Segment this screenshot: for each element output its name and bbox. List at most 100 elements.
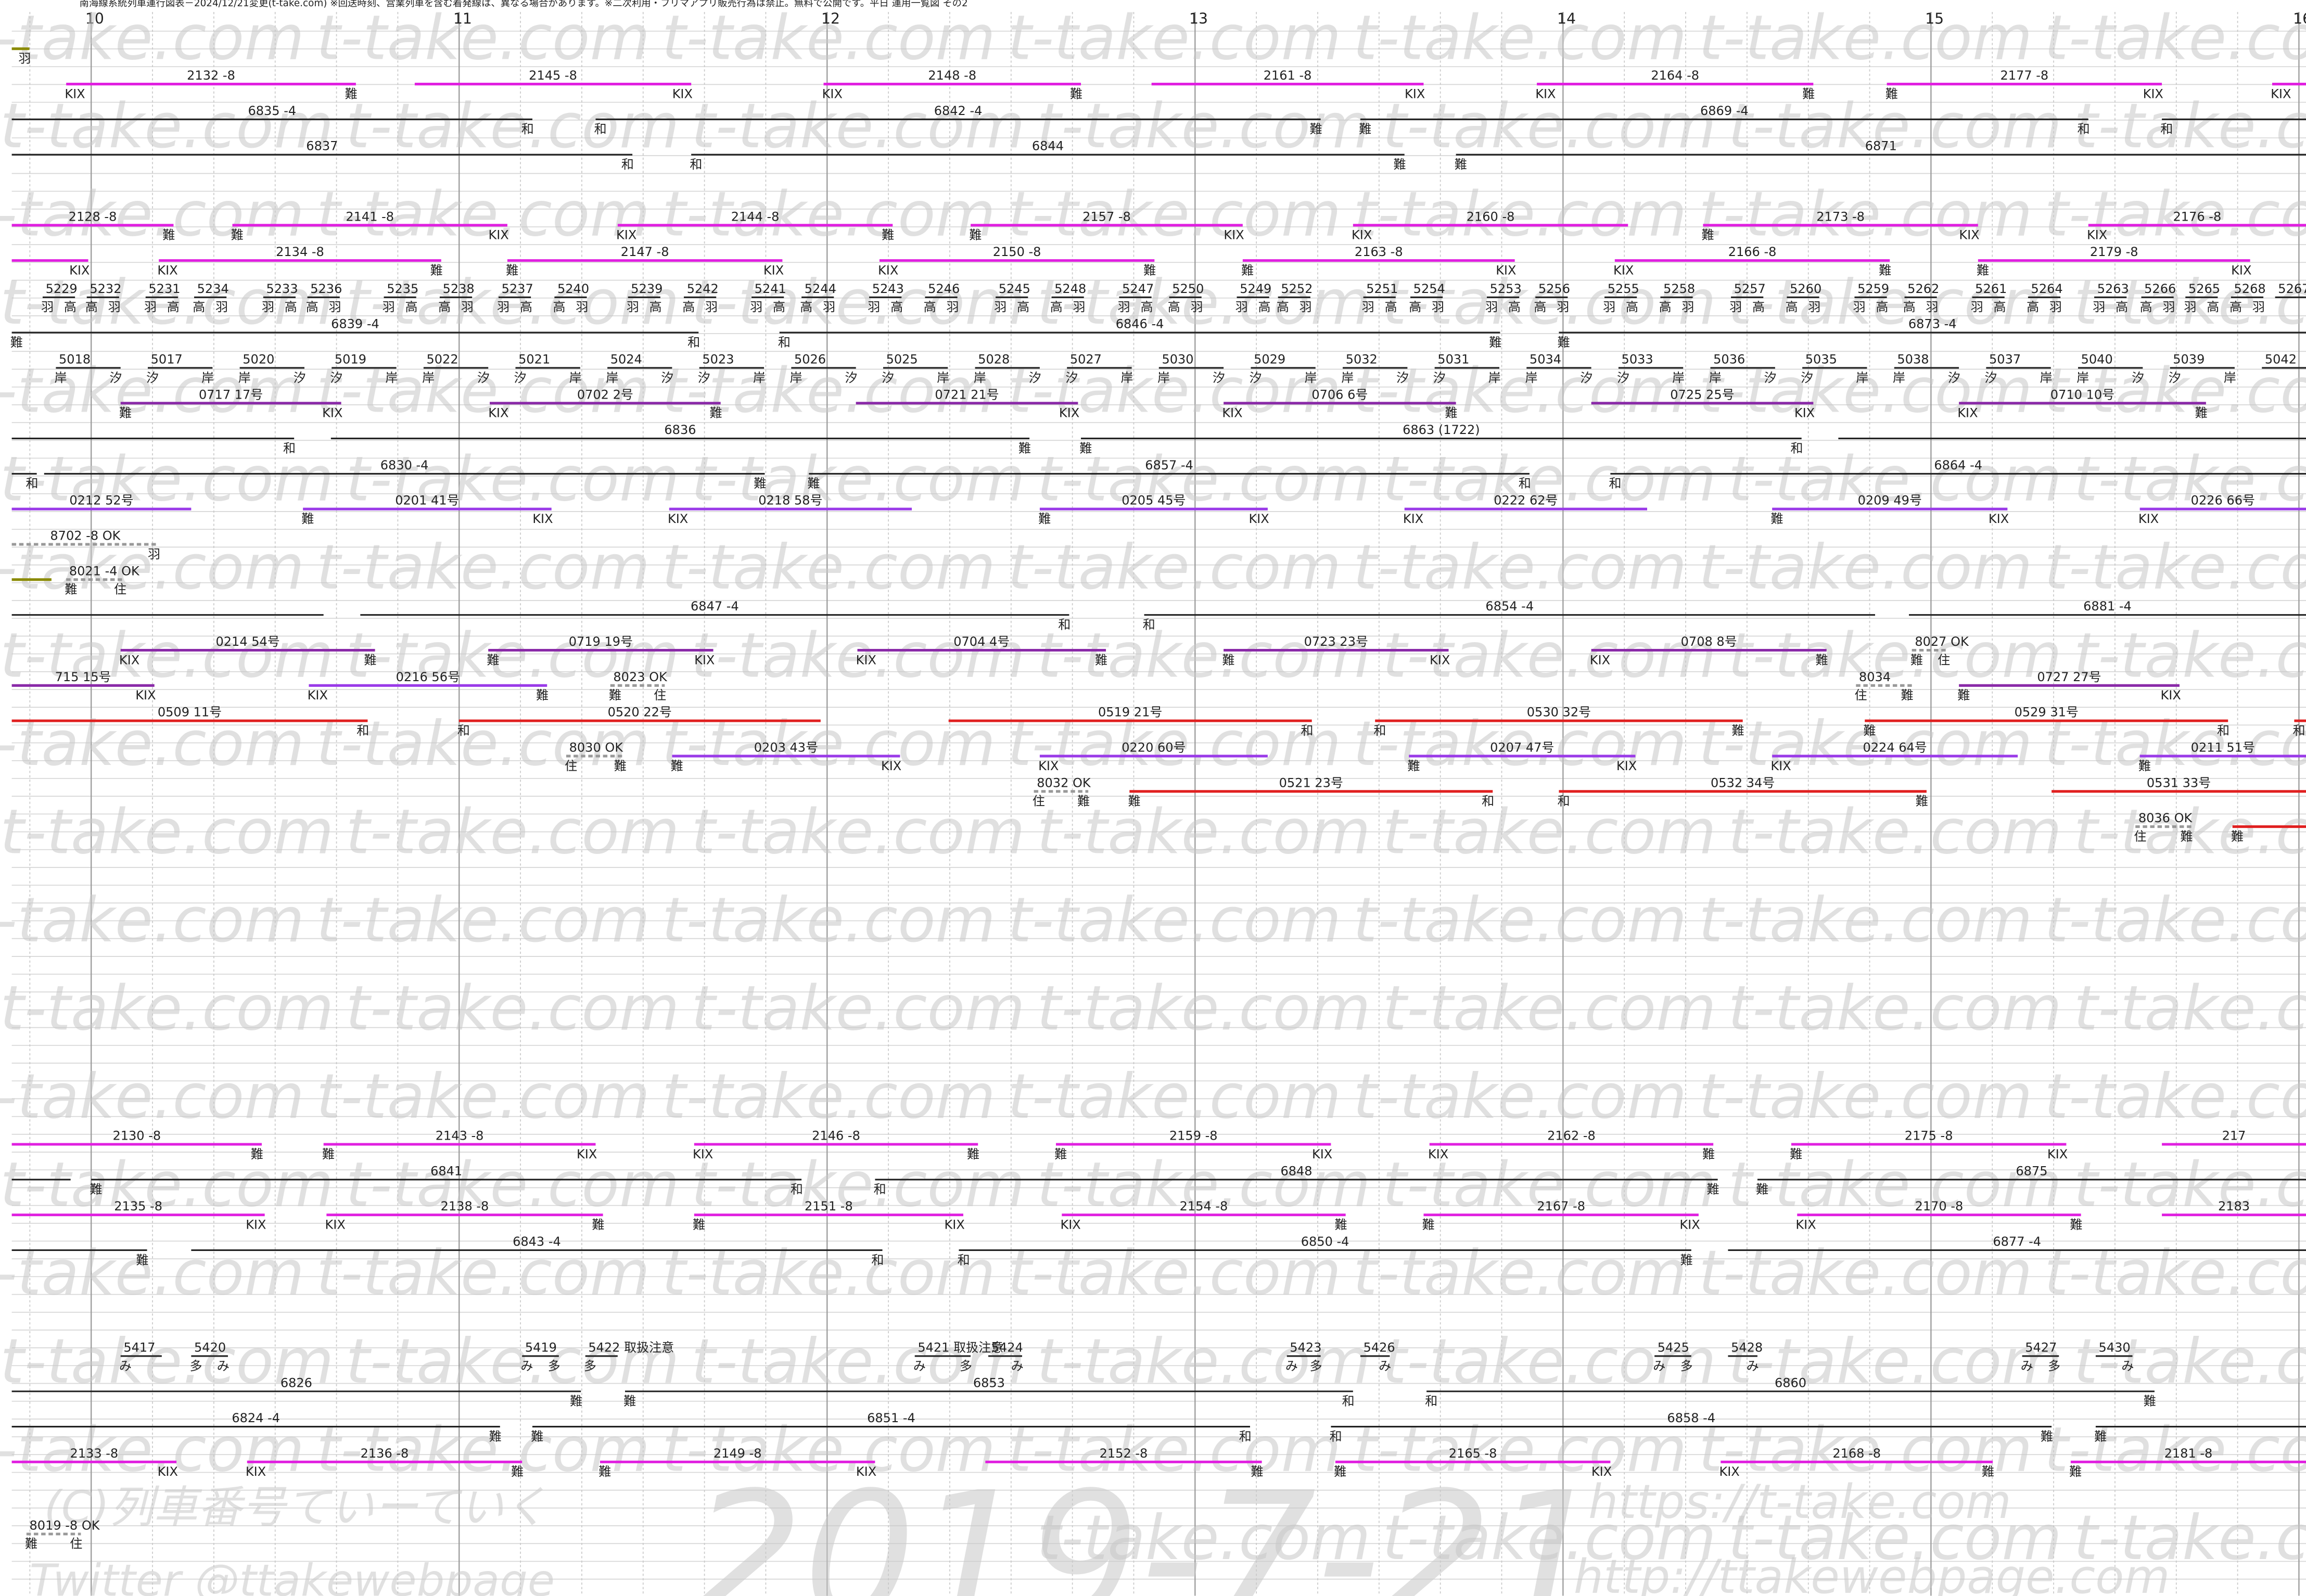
watermark-site: t-take.com [1037,266,1371,338]
from-station: み [913,1359,926,1373]
to-station: 難 [2180,829,2193,844]
train-number: 6837 [306,139,338,154]
to-station: KIX [2047,1147,2068,1161]
to-station: 岸 [2040,371,2053,385]
train-number: 2170 -8 [1915,1199,1964,1214]
from-station: 羽 [1118,300,1130,314]
from-station: 羽 [1235,300,1248,314]
from-station: み [1285,1359,1298,1373]
hour-label: 16 [2293,10,2306,28]
from-station: 岸 [1157,371,1170,385]
train-number: 5264 [2031,282,2063,296]
to-station: 岸 [1856,371,1868,385]
to-station: 難 [511,1464,524,1479]
watermark-site: t-take.com [0,884,304,956]
train-number: 2167 -8 [1537,1199,1585,1214]
watermark-site: t-take.com [1382,90,1716,162]
watermark-site: t-take.com [1008,2,1342,73]
watermark-site: t-take.com [2044,178,2306,250]
to-station: 住 [114,582,126,597]
watermark-site: t-take.com [0,178,304,250]
watermark-site: t-take.com [1699,884,2033,956]
watermark-site: t-take.com [1037,1149,1371,1221]
to-station: 高 [520,300,532,314]
watermark-site: t-take.com [316,2,651,73]
from-station: KIX [616,228,636,242]
train-number: 5247 [1122,282,1154,296]
to-station: 和 [521,122,534,136]
from-station: 羽 [1971,300,1983,314]
train-number: 0721 21号 [935,387,999,402]
from-station: 難 [598,1464,611,1479]
to-station: 高 [2207,300,2219,314]
watermark-site: t-take.com [1353,1413,1687,1485]
from-station: 和 [1330,1429,1342,1444]
train-number: 5421 取扱注意 [918,1340,1003,1355]
to-station: KIX [158,1464,178,1479]
train-number: 5028 [978,352,1010,366]
from-station: 高 [2027,300,2039,314]
train-number: 5265 [2188,282,2220,296]
watermark-site: t-take.com [316,884,651,956]
train-number: 5038 [1897,352,1929,366]
from-station: 難 [1885,86,1898,101]
to-station: 岸 [385,371,398,385]
watermark-site: t-take.com [1382,443,1716,515]
train-number: 0702 2号 [577,387,633,402]
train-number: 5020 [243,352,274,366]
train-number: 5021 [518,352,550,366]
watermark-site: t-take.com [1382,796,1716,867]
from-station: 和 [1425,1394,1437,1409]
watermark-site: t-take.com [1008,1061,1342,1132]
train-number: 6847 -4 [691,599,739,614]
to-station: KIX [69,263,90,277]
to-station: 羽 [2162,300,2175,314]
from-station: 難 [1702,228,1714,242]
train-number: 5244 [805,282,836,296]
from-station: 難 [671,759,683,773]
to-station: 難 [2070,1217,2082,1232]
watermark-site: t-take.com [1037,1502,1371,1574]
from-station: KIX [1535,86,1556,101]
from-station: 住 [1033,794,1045,809]
train-number: 5243 [872,282,904,296]
train-number: 5025 [886,352,918,366]
to-station: 汐 [2132,371,2144,385]
watermark-site: t-take.com [1037,973,1371,1044]
to-station: 多 [1680,1359,1693,1373]
train-number: 2161 -8 [1264,68,1312,83]
from-station: KIX [1352,228,1372,242]
watermark-site: t-take.com [2074,619,2306,691]
watermark-site: t-take.com [2044,1413,2306,1485]
train-number: 8030 OK [569,740,624,755]
from-station: み [520,1359,533,1373]
train-number: 5019 [335,352,366,366]
watermark-site: t-take.com [0,443,334,515]
to-station: 和 [1791,441,1803,455]
to-station: 汐 [1213,371,1225,385]
watermark-site: t-take.com [346,796,680,867]
watermark-site: t-take.com [316,531,651,603]
to-station: 難 [1982,1464,1994,1479]
watermark-site: t-take.com [0,796,334,867]
from-station: 羽 [41,300,54,314]
to-station: 岸 [569,371,582,385]
to-station: 汐 [845,371,857,385]
from-station: 和 [1558,794,1570,809]
to-station: 難 [570,1394,582,1409]
from-station: KIX [878,263,898,277]
train-number: 5241 [755,282,786,296]
to-station: 難 [1916,794,1928,809]
to-station: 難 [1901,688,1913,703]
train-number: 6864 -4 [1934,458,1982,473]
watermark-site: t-take.com [0,1413,304,1485]
to-station: 難 [1445,406,1457,420]
from-station: 羽 [497,300,509,314]
watermark-site: t-take.com [1699,2,2033,73]
to-station: 難 [967,1147,979,1161]
train-number: 5026 [794,352,826,366]
to-station: 高 [285,300,297,314]
from-station: 難 [1455,157,1467,172]
to-station: KIX [1312,1147,1332,1161]
to-station: 高 [1876,300,1888,314]
